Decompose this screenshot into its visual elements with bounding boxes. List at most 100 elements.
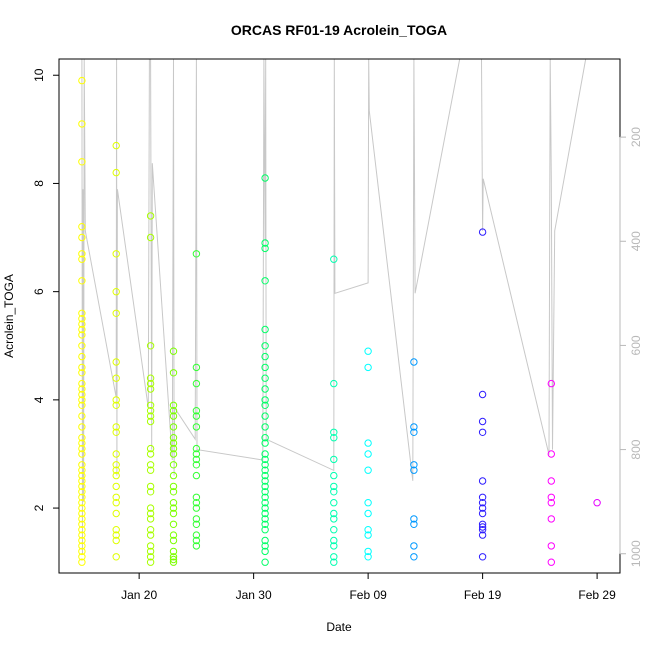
data-point [547,499,555,507]
data-point [261,515,269,523]
data-point [146,444,155,453]
data-point [330,542,338,550]
data-point [169,369,178,377]
data-point [169,434,178,442]
data-point [192,423,201,431]
data-point [547,515,555,523]
data-point [146,374,155,382]
data-point [78,233,86,242]
data-point [112,428,120,436]
data-point [78,499,86,507]
data-point [192,542,201,550]
data-point [478,228,487,236]
data-point [261,466,269,474]
data-point [112,531,120,539]
data-point [330,509,338,518]
data-point [261,434,269,442]
data-point [364,439,372,447]
data-point [261,455,269,464]
data-point [261,493,269,501]
data-point [78,369,86,377]
data-point [78,526,86,534]
data-point [78,385,86,393]
data-point [364,499,372,507]
data-point [261,488,269,496]
data-point [261,471,269,480]
data-point [78,520,86,528]
data-point [478,531,487,539]
data-point [169,347,178,355]
data-point [169,407,178,415]
data-point [169,444,178,453]
data-point [192,493,201,501]
data-point [478,390,487,399]
data-point [169,401,178,409]
plot-frame [58,58,621,574]
data-point [478,509,487,518]
data-point [169,412,178,420]
data-point [261,385,269,393]
data-point [146,342,155,350]
data-point [261,342,269,350]
data-point [78,558,86,566]
data-point [169,553,178,561]
data-point [192,461,201,469]
data-point [146,379,155,388]
data-point [261,499,269,507]
data-point [330,455,338,464]
data-point [146,461,155,469]
data-point [78,477,86,485]
data-point [261,450,269,458]
data-point [78,444,86,453]
data-point [146,385,155,393]
data-point [261,542,269,550]
data-point [593,499,601,507]
data-point [261,277,269,285]
data-point [169,439,178,447]
data-point [78,547,86,556]
data-point [78,401,86,409]
data-point [112,509,120,518]
data-point [364,466,372,474]
data-point [192,444,201,453]
data-point [192,379,201,388]
data-point [78,250,86,258]
data-point [169,499,178,507]
data-point [146,547,155,556]
data-point [146,515,155,523]
data-point [169,488,178,496]
data-point [112,141,120,150]
data-point [78,515,86,523]
data-point [78,504,86,512]
data-point [169,531,178,539]
data-point [146,466,155,474]
data-point [192,520,201,528]
data-point [261,536,269,545]
data-point [78,76,86,85]
data-point [261,520,269,528]
data-point [192,471,201,480]
data-point [261,477,269,485]
data-point [78,120,86,128]
data-point [112,493,120,501]
data-point [78,320,86,328]
data-point [330,526,338,534]
data-point [78,158,86,166]
data-point [547,542,555,550]
data-point [78,509,86,518]
data-point [169,509,178,518]
data-point [261,174,269,182]
data-point [146,526,155,534]
data-point [112,482,120,491]
data-point [169,471,178,480]
data-point [330,428,338,436]
data-point [78,352,86,361]
data-point [169,536,178,545]
data-point [78,277,86,285]
data-point [112,526,120,534]
data-point [112,401,120,409]
data-point [112,466,120,474]
data-point [169,520,178,528]
data-point [192,412,201,420]
data-point [410,423,418,431]
